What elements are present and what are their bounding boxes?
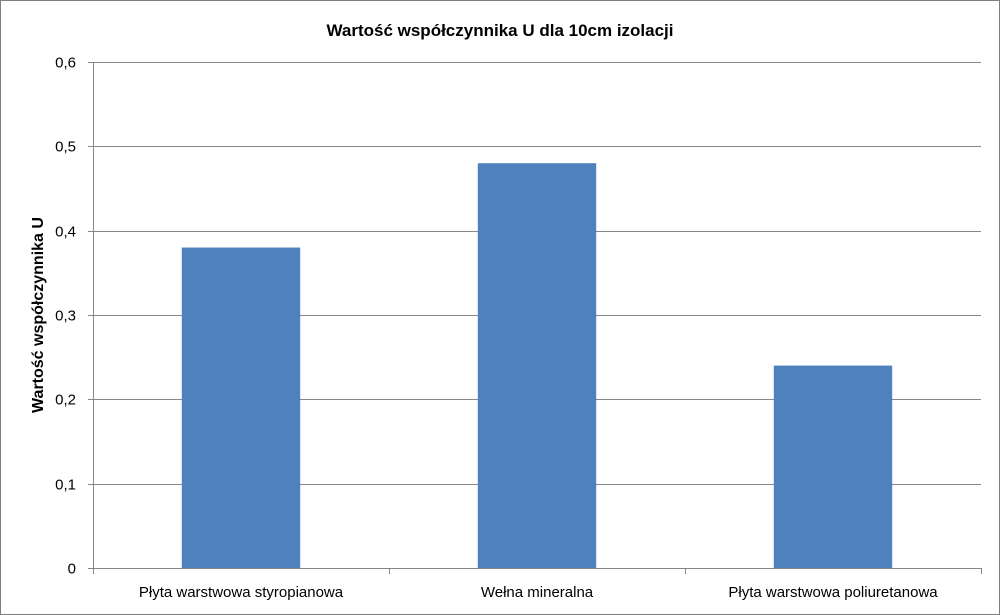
y-tick-label: 0 (68, 561, 76, 578)
x-category-label: Wełna mineralna (481, 584, 594, 601)
y-tick-label: 0,4 (55, 224, 76, 241)
bars (181, 163, 893, 569)
chart-title: Wartość współczynnika U dla 10cm izolacj… (326, 21, 673, 40)
x-category-label: Płyta warstwowa poliuretanowa (728, 584, 938, 601)
bar (181, 247, 301, 569)
x-category-label: Płyta warstwowa styropianowa (139, 584, 344, 601)
y-tick-label: 0,1 (55, 477, 76, 494)
bar (773, 365, 893, 568)
y-axis-label: Wartość współczynnika U (30, 217, 47, 413)
y-tick-label: 0,5 (55, 139, 76, 156)
y-tick-label: 0,3 (55, 308, 76, 325)
x-category-labels: Płyta warstwowa styropianowa Wełna minera… (139, 584, 938, 601)
bar (477, 163, 597, 568)
axes (93, 62, 982, 574)
y-tick-labels: 0 0,1 0,2 0,3 0,4 0,5 0,6 (55, 55, 76, 578)
y-tick-label: 0,2 (55, 392, 76, 409)
y-tick-label: 0,6 (55, 55, 76, 72)
